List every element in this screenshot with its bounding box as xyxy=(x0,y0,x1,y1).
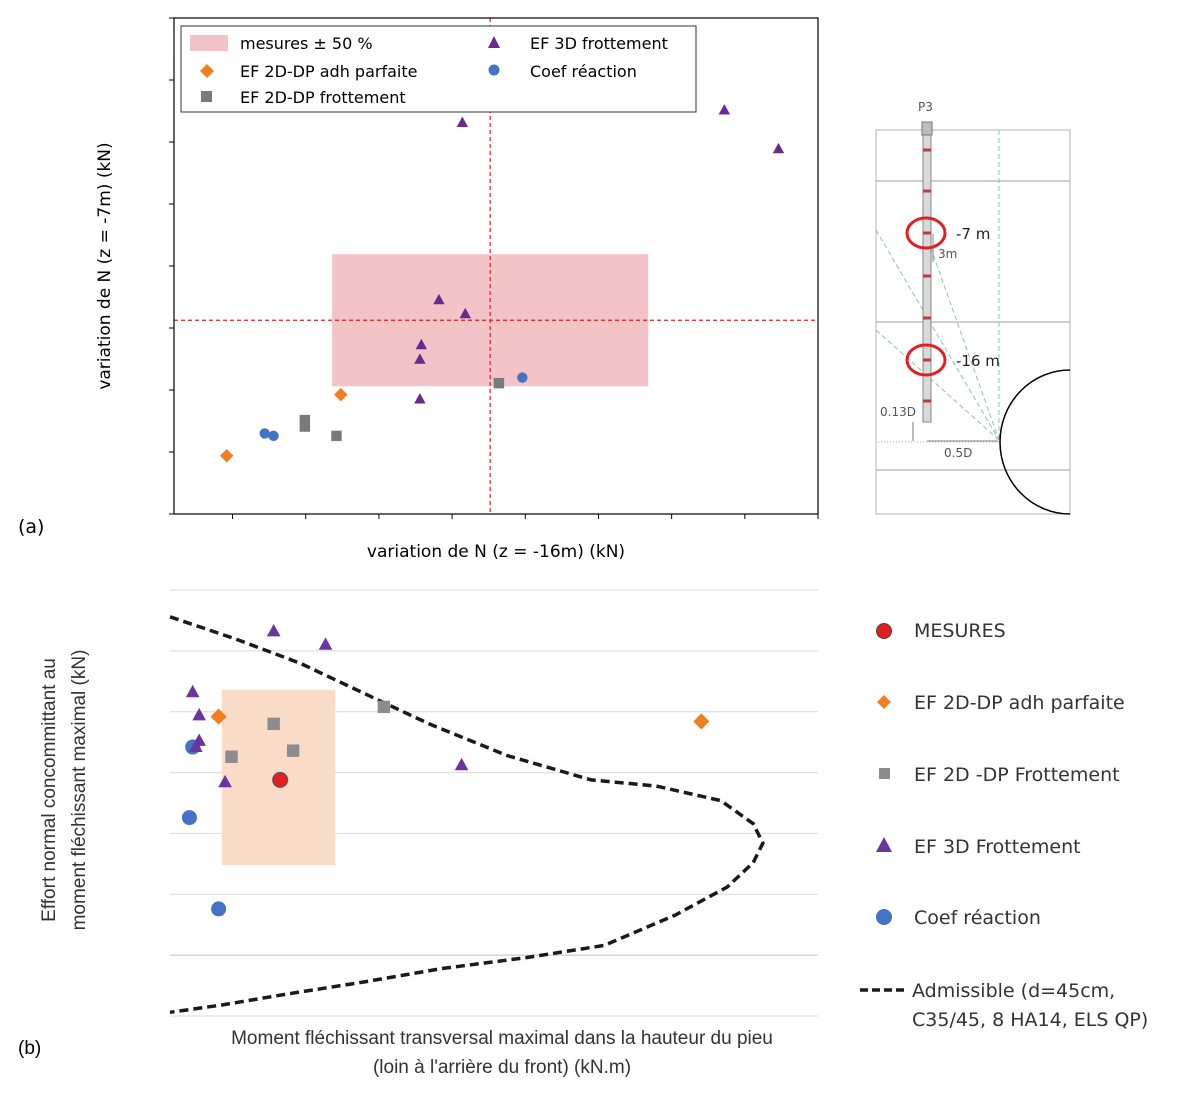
strain-gauge xyxy=(923,189,931,193)
data-point xyxy=(414,393,426,404)
legend-frott-label: EF 2D -DP Frottement xyxy=(914,764,1120,786)
pile xyxy=(922,133,932,423)
data-point xyxy=(433,293,445,305)
strain-gauge xyxy=(923,231,931,235)
reference-lines xyxy=(174,18,818,514)
data-point xyxy=(189,739,203,752)
legend-measures-marker xyxy=(876,623,892,639)
data-point xyxy=(267,717,280,731)
legend-coef-marker xyxy=(876,909,892,925)
influence-line xyxy=(875,229,1000,441)
pile-head xyxy=(921,121,933,136)
x-axis-label: variation de N (z = -16m) (kN) xyxy=(367,542,625,562)
chart-b: Moment fléchissant transversal maximal d… xyxy=(18,589,1148,1078)
data-point xyxy=(225,750,238,763)
legend-triangle-marker xyxy=(488,36,500,48)
legend-coef-label: Coef réaction xyxy=(914,907,1041,929)
chart-a: mesures ± 50 % EF 2D-DP adh parfaite EF … xyxy=(18,17,819,562)
level-label-upper: -7 m xyxy=(956,225,990,243)
x-axis-label-line2: (loin à l'arrière du front) (kN.m) xyxy=(373,1057,631,1078)
legend: mesures ± 50 % EF 2D-DP adh parfaite EF … xyxy=(180,25,697,113)
legend: MESURES EF 2D-DP adh parfaite EF 2D -DP … xyxy=(860,620,1148,1031)
data-points xyxy=(181,623,710,917)
data-point xyxy=(377,700,391,714)
data-point xyxy=(181,810,197,826)
legend-band-swatch xyxy=(190,35,228,51)
level-label-lower: -16 m xyxy=(956,352,1000,370)
strain-gauge xyxy=(923,358,931,362)
strain-gauge xyxy=(923,274,931,278)
data-point xyxy=(772,142,785,154)
strain-gauges xyxy=(923,148,931,403)
legend-coef-label: Coef réaction xyxy=(530,62,637,81)
legend-square-marker xyxy=(879,768,890,779)
strain-gauge xyxy=(923,399,931,403)
strain-gauge xyxy=(923,316,931,320)
vertical-offset-label: 0.13D xyxy=(880,405,916,419)
spacing-label: 3m xyxy=(938,247,957,261)
data-point xyxy=(414,353,426,364)
highlight-ring-upper xyxy=(905,216,947,250)
y-axis-label-line2: moment fléchissant maximal (kN) xyxy=(69,650,90,931)
data-point xyxy=(718,104,731,115)
legend-frott-label: EF 2D-DP frottement xyxy=(240,88,406,107)
legend-diamond-marker xyxy=(877,695,891,709)
data-point xyxy=(299,414,311,426)
data-point xyxy=(210,708,227,725)
pile-diagram: P3 -7 m -16 m 3m 0.13D 0.5D xyxy=(875,100,1071,515)
legend-triangle-marker xyxy=(876,837,892,852)
legend-3d-label: EF 3D frottement xyxy=(530,34,668,53)
data-point xyxy=(259,428,270,439)
data-point xyxy=(517,372,528,383)
legend-admissible-label-line1: Admissible (d=45cm, xyxy=(912,980,1115,1002)
horizontal-offset-label: 0.5D xyxy=(944,446,972,460)
data-point xyxy=(218,774,232,788)
data-point xyxy=(456,116,469,127)
data-point xyxy=(493,377,505,389)
legend-measures-label: MESURES xyxy=(914,620,1006,642)
legend-adh-label: EF 2D-DP adh parfaite xyxy=(240,62,417,81)
data-point xyxy=(272,771,289,788)
data-point xyxy=(334,387,348,402)
data-point xyxy=(331,430,342,442)
x-axis-label-line1: Moment fléchissant transversal maximal d… xyxy=(231,1028,773,1049)
data-point xyxy=(219,448,234,463)
data-point xyxy=(318,637,333,650)
panel-label: (a) xyxy=(18,516,44,538)
data-point xyxy=(211,901,227,917)
data-point xyxy=(286,744,300,757)
pile-label: P3 xyxy=(918,100,933,114)
legend-circle-marker xyxy=(488,64,500,76)
highlight-ring-lower xyxy=(905,343,947,377)
data-point xyxy=(415,338,428,350)
influence-line xyxy=(927,239,1000,441)
legend-box xyxy=(180,25,697,113)
data-point xyxy=(299,421,311,432)
legend-diamond-marker xyxy=(200,64,214,78)
data-point xyxy=(459,307,471,319)
data-point xyxy=(185,684,200,698)
data-point xyxy=(454,757,469,771)
admissible-curve xyxy=(169,615,765,1015)
influence-line xyxy=(875,329,1000,441)
legend-admissible-label-line2: C35/45, 8 HA14, ELS QP) xyxy=(912,1009,1148,1031)
legend-band-label: mesures ± 50 % xyxy=(240,34,373,53)
panel-label: (b) xyxy=(18,1038,41,1059)
data-point xyxy=(693,713,710,730)
tunnel-outline xyxy=(999,369,1071,515)
legend-3d-label: EF 3D Frottement xyxy=(914,836,1081,858)
plot-frame xyxy=(173,17,819,515)
legend-square-marker xyxy=(201,91,212,102)
axis-ticks xyxy=(169,17,819,519)
data-point xyxy=(268,430,279,442)
legend-adh-label: EF 2D-DP adh parfaite xyxy=(914,692,1125,714)
data-points xyxy=(219,104,785,463)
data-point xyxy=(192,707,206,721)
strain-gauge xyxy=(923,148,931,152)
y-axis-label: variation de N (z = -7m) (kN) xyxy=(95,142,115,389)
data-point xyxy=(266,623,281,637)
y-axis-label-line1: Effort normal concommittant au xyxy=(39,658,60,922)
